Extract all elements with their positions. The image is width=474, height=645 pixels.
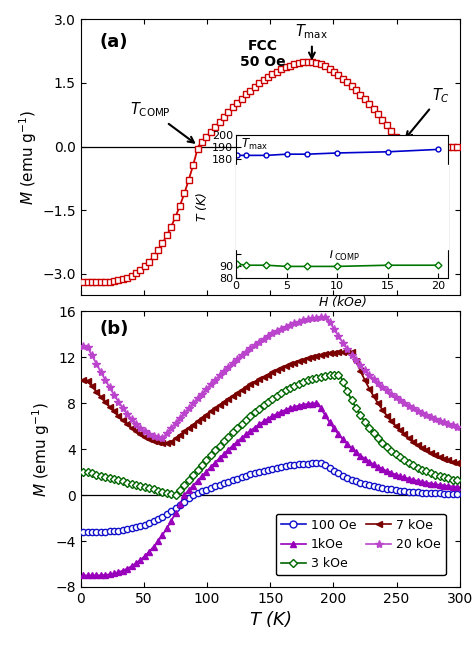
100 Oe: [318, 459, 324, 467]
20 kOe: [406, 402, 412, 410]
100 Oe: [261, 467, 266, 475]
Text: $T_{\mathrm{COMP}}$: $T_{\mathrm{COMP}}$: [130, 101, 194, 143]
20 kOe: [80, 342, 86, 350]
3 kOe: [336, 371, 341, 379]
Y-axis label: $M$ (emu g$^{-1}$): $M$ (emu g$^{-1}$): [31, 402, 53, 497]
1kOe: [401, 473, 407, 481]
20 kOe: [455, 422, 460, 430]
Text: (a): (a): [100, 33, 128, 51]
X-axis label: $T$ (K): $T$ (K): [249, 609, 292, 629]
20 kOe: [159, 434, 165, 442]
Text: (b): (b): [100, 320, 129, 338]
1kOe: [80, 571, 86, 579]
Line: 7 kOe: 7 kOe: [80, 348, 460, 466]
3 kOe: [89, 470, 95, 477]
20 kOe: [375, 379, 381, 387]
20 kOe: [98, 368, 103, 375]
7 kOe: [98, 393, 103, 401]
100 Oe: [371, 482, 376, 490]
7 kOe: [120, 417, 126, 424]
20 kOe: [89, 352, 95, 359]
20 kOe: [265, 332, 271, 340]
20 kOe: [322, 313, 328, 321]
1kOe: [120, 567, 126, 575]
100 Oe: [401, 487, 407, 495]
3 kOe: [406, 459, 412, 467]
1kOe: [98, 571, 103, 579]
Text: FCC
50 Oe: FCC 50 Oe: [240, 39, 285, 69]
3 kOe: [173, 491, 178, 499]
7 kOe: [401, 431, 407, 439]
Line: 3 kOe: 3 kOe: [80, 372, 460, 498]
100 Oe: [455, 490, 460, 498]
7 kOe: [455, 459, 460, 467]
7 kOe: [80, 377, 86, 384]
1kOe: [455, 483, 460, 491]
3 kOe: [80, 468, 86, 476]
1kOe: [371, 461, 376, 468]
1kOe: [314, 399, 319, 407]
100 Oe: [80, 528, 86, 536]
3 kOe: [265, 398, 271, 406]
Y-axis label: $M$ (emu g$^{-1}$): $M$ (emu g$^{-1}$): [18, 110, 39, 204]
1kOe: [89, 571, 95, 579]
7 kOe: [261, 373, 266, 381]
Line: 100 Oe: 100 Oe: [80, 460, 460, 535]
Text: $T_{\mathrm{max}}$: $T_{\mathrm{max}}$: [295, 23, 328, 58]
20 kOe: [120, 404, 126, 412]
1kOe: [261, 417, 266, 425]
3 kOe: [120, 477, 126, 485]
3 kOe: [455, 477, 460, 484]
7 kOe: [89, 382, 95, 390]
Line: 1kOe: 1kOe: [80, 400, 460, 579]
Legend: 100 Oe, 1kOe, 3 kOe, 7 kOe, 20 kOe: 100 Oe, 1kOe, 3 kOe, 7 kOe, 20 kOe: [276, 513, 446, 575]
Text: $T_C$: $T_C$: [406, 86, 450, 137]
Line: 20 kOe: 20 kOe: [79, 313, 461, 442]
3 kOe: [98, 472, 103, 480]
7 kOe: [349, 348, 355, 355]
7 kOe: [371, 392, 376, 400]
100 Oe: [120, 526, 126, 534]
100 Oe: [98, 528, 103, 535]
3 kOe: [375, 435, 381, 442]
100 Oe: [89, 528, 95, 536]
